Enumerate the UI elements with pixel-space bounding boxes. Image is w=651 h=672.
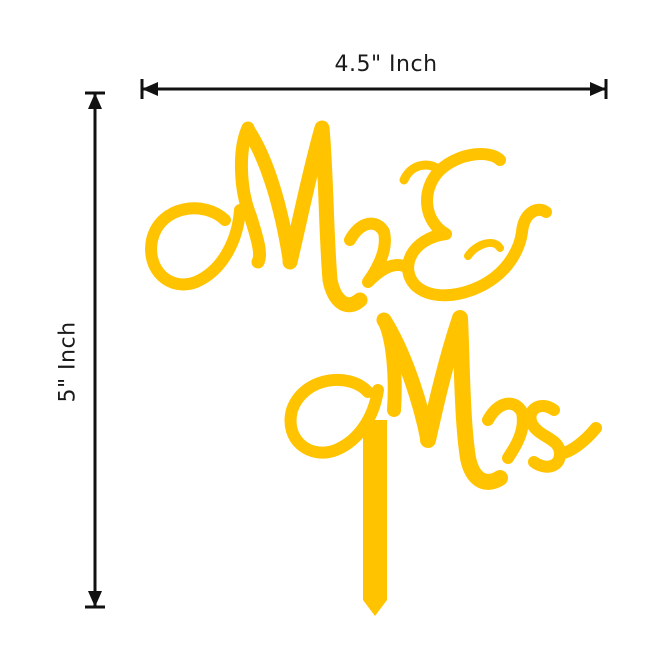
mrs-m-swash: [284, 373, 384, 459]
height-label: 5" Inch: [55, 321, 81, 403]
ampersand-inner: [464, 238, 504, 260]
topper-stake: [363, 420, 387, 616]
mr-m-swash: [145, 202, 246, 291]
ampersand-top-swash: [399, 160, 445, 185]
width-dimension-arrow: [140, 79, 608, 99]
mr-m-stroke-3: [282, 120, 368, 313]
mr-and-mrs-topper: [145, 120, 602, 616]
mr-m-stroke-1: [235, 121, 267, 269]
mrs-r: [482, 397, 529, 464]
mr-r: [344, 217, 410, 288]
mrs-m-stroke-3: [420, 310, 508, 490]
height-dimension-arrow: [85, 91, 105, 609]
width-label: 4.5" Inch: [334, 52, 438, 77]
ampersand: [402, 148, 552, 302]
mrs-s: [524, 400, 602, 473]
